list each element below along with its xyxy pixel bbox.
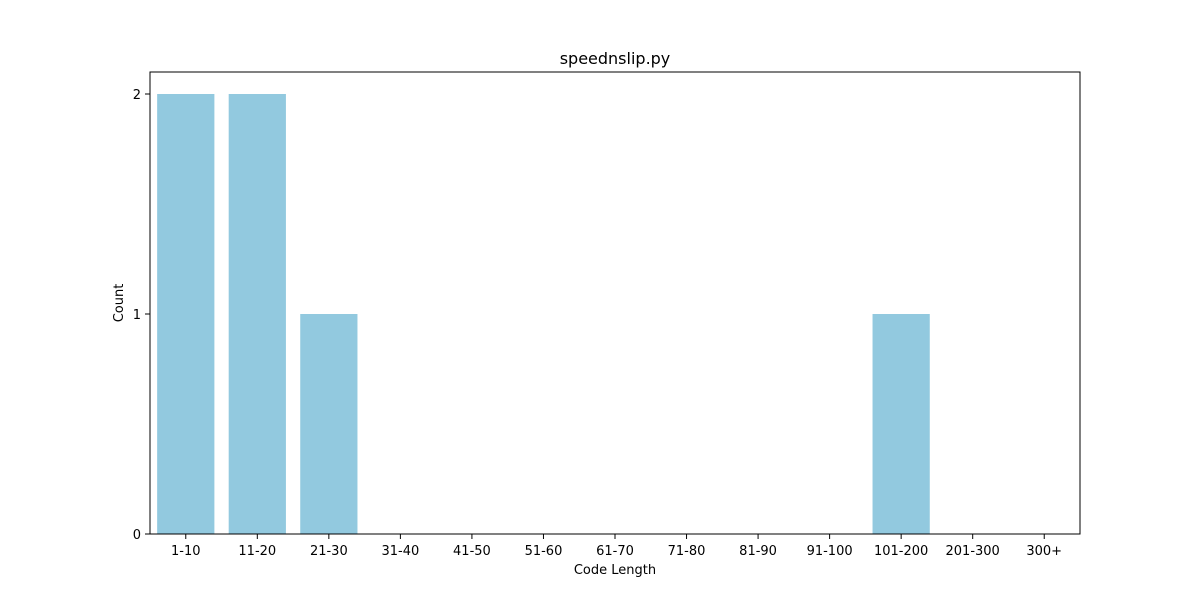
bar-21-30 bbox=[300, 314, 358, 534]
x-axis-ticks: 1-10 11-20 21-30 31-40 41-50 51-60 61-70 71-80 8… bbox=[171, 534, 1062, 559]
plot-frame bbox=[149, 71, 1081, 535]
x-tick-label: 41-50 bbox=[453, 544, 491, 559]
x-tick-label: 91-100 bbox=[807, 544, 853, 559]
bar-101-200 bbox=[872, 314, 930, 534]
y-tick-label: 2 bbox=[133, 88, 141, 103]
y-tick-label: 1 bbox=[133, 308, 141, 323]
x-tick-label: 61-70 bbox=[596, 544, 634, 559]
bar-11-20 bbox=[228, 94, 286, 534]
x-axis-label: Code Length bbox=[574, 563, 656, 578]
x-tick-label: 71-80 bbox=[668, 544, 706, 559]
x-tick-label: 201-300 bbox=[946, 544, 1000, 559]
bars-group bbox=[157, 94, 930, 534]
chart-title: speednslip.py bbox=[560, 49, 671, 68]
bar-1-10 bbox=[157, 94, 215, 534]
y-axis-ticks: 0 1 2 bbox=[133, 88, 150, 543]
x-tick-label: 81-90 bbox=[739, 544, 777, 559]
x-tick-label: 1-10 bbox=[171, 544, 201, 559]
y-tick-label: 0 bbox=[133, 528, 141, 543]
x-tick-label: 21-30 bbox=[310, 544, 348, 559]
x-tick-label: 300+ bbox=[1026, 544, 1062, 559]
x-tick-label: 11-20 bbox=[238, 544, 276, 559]
x-tick-label: 31-40 bbox=[381, 544, 419, 559]
x-tick-label: 101-200 bbox=[874, 544, 928, 559]
x-tick-label: 51-60 bbox=[525, 544, 563, 559]
y-axis-label: Count bbox=[112, 284, 127, 323]
